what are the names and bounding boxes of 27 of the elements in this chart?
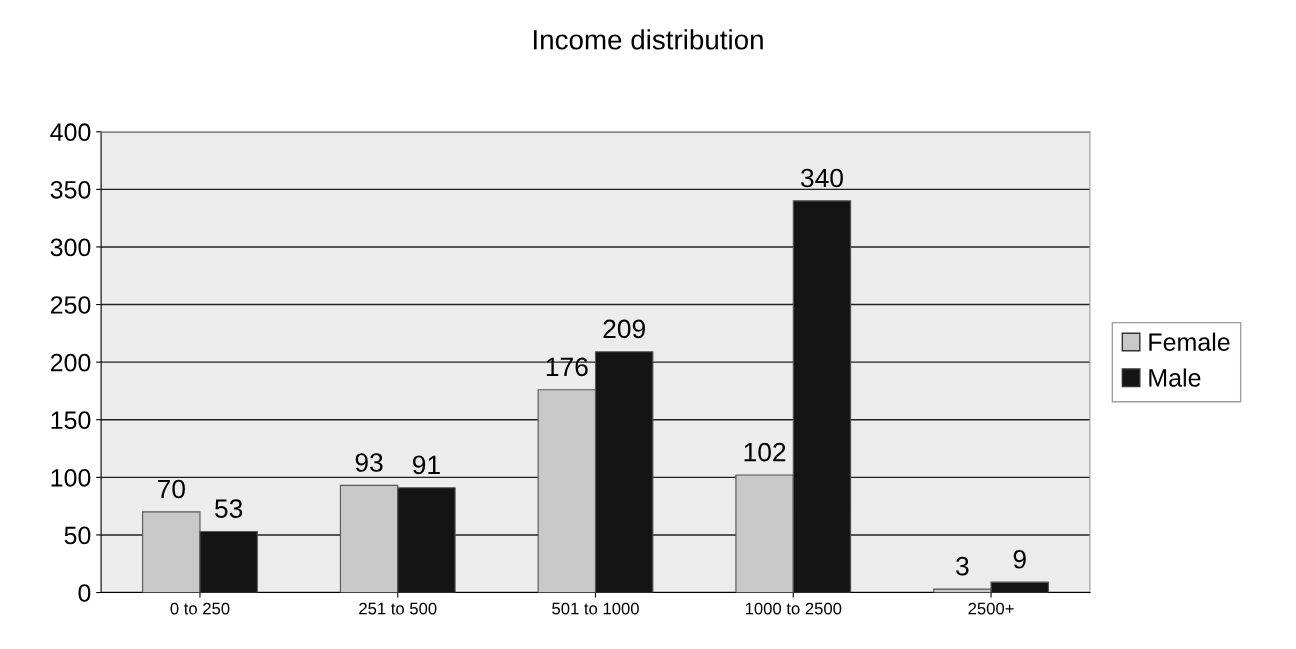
y-tick-label: 400 (50, 123, 91, 142)
x-tick-label: 1000 to 2500 (745, 602, 842, 615)
chart-title: Income distribution (534, 29, 763, 50)
x-tick-label: 2500+ (968, 602, 1014, 615)
y-tick-label: 200 (50, 353, 91, 372)
y-tick-label: 100 (51, 468, 91, 487)
y-tick-label: 0 (78, 584, 91, 602)
data-label: 340 (800, 168, 843, 188)
legend-label: Male (1149, 368, 1201, 387)
x-tick-label: 501 to 1000 (552, 602, 639, 615)
y-tick-label: 300 (50, 238, 91, 257)
x-tick-label: 251 to 500 (359, 602, 437, 615)
y-tick-label: 50 (64, 526, 91, 545)
data-label: 3 (956, 556, 969, 576)
y-tick-label: 250 (50, 296, 91, 314)
data-label: 176 (546, 357, 588, 377)
data-label: 91 (412, 455, 440, 475)
data-label: 70 (157, 479, 185, 499)
y-tick-label: 150 (51, 411, 91, 430)
legend-label: Female (1149, 332, 1230, 351)
data-label: 9 (1013, 549, 1026, 569)
x-tick-label: 0 to 250 (170, 602, 230, 615)
data-label: 209 (603, 319, 645, 339)
y-tick-label: 350 (50, 180, 91, 199)
data-label: 93 (355, 453, 383, 472)
data-label: 102 (744, 442, 786, 462)
data-label: 53 (215, 499, 243, 518)
